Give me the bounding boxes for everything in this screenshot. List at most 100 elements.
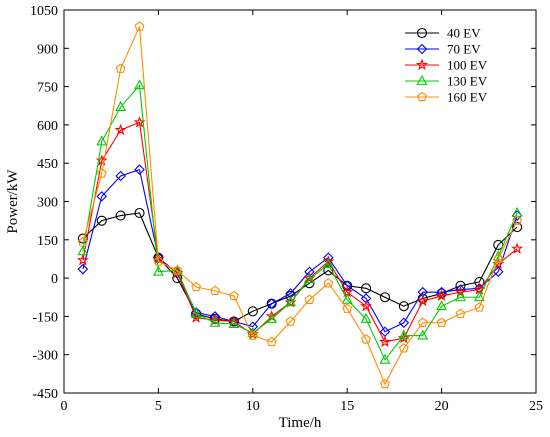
data-point xyxy=(247,306,258,317)
legend-label: 130 EV xyxy=(447,74,488,89)
series-100-ev xyxy=(76,115,524,348)
series-line xyxy=(82,212,518,323)
data-point xyxy=(266,312,278,323)
legend-label: 40 EV xyxy=(447,26,481,41)
data-point xyxy=(134,207,145,219)
data-point xyxy=(341,293,353,304)
y-tick-label: 450 xyxy=(37,157,58,172)
data-point xyxy=(361,334,372,344)
data-point xyxy=(153,252,164,263)
y-tick-label: -150 xyxy=(32,310,58,325)
data-point xyxy=(172,265,183,275)
data-point xyxy=(454,285,467,298)
y-tick-label: 750 xyxy=(37,81,58,96)
data-point xyxy=(474,302,485,312)
data-point xyxy=(455,308,466,319)
data-point xyxy=(492,266,504,277)
data-point xyxy=(77,245,89,256)
data-point xyxy=(398,301,409,312)
data-point xyxy=(77,263,89,275)
data-point xyxy=(379,353,391,364)
legend-item: 160 EV xyxy=(405,90,488,105)
data-point xyxy=(512,221,523,233)
data-point xyxy=(227,315,241,327)
data-point xyxy=(417,317,428,327)
y-tick-label: -300 xyxy=(32,349,58,364)
axis-ticks: 0 5 10 15 20 25 -450 -300 -150 0 150 300 450 600 750 90… xyxy=(30,4,543,414)
x-axis-label: Time/h xyxy=(279,415,322,431)
series-line xyxy=(82,26,518,386)
data-point xyxy=(115,63,126,73)
data-point xyxy=(284,295,297,308)
data-point xyxy=(304,273,315,284)
data-point xyxy=(209,316,221,327)
legend-item: 130 EV xyxy=(405,74,488,89)
y-tick-label: 900 xyxy=(37,42,58,57)
data-point xyxy=(115,170,126,182)
data-point xyxy=(96,168,107,178)
data-point xyxy=(190,307,202,318)
data-point xyxy=(322,257,334,268)
data-point xyxy=(341,280,353,292)
data-point xyxy=(115,100,127,111)
series-130-ev xyxy=(77,79,523,364)
data-point xyxy=(152,265,164,276)
y-tick-label: 150 xyxy=(37,234,58,249)
x-tick-label: 5 xyxy=(155,399,162,414)
legend-marker xyxy=(416,43,428,55)
legend-marker xyxy=(416,27,428,39)
y-tick-label: 0 xyxy=(51,272,58,287)
data-point xyxy=(435,289,448,302)
data-point xyxy=(285,296,296,307)
data-point xyxy=(359,299,373,312)
data-point xyxy=(96,135,108,146)
data-point xyxy=(96,215,107,226)
x-tick-label: 0 xyxy=(61,399,68,414)
data-point xyxy=(115,210,126,221)
data-point xyxy=(511,206,523,217)
data-point xyxy=(134,79,145,90)
data-point xyxy=(361,283,372,294)
legend-marker xyxy=(415,58,429,71)
data-point xyxy=(360,312,372,323)
series-160-ev xyxy=(77,21,523,389)
data-point xyxy=(134,164,145,175)
data-point xyxy=(436,317,447,327)
data-point xyxy=(455,280,466,291)
data-point xyxy=(398,317,410,329)
data-point xyxy=(208,313,222,326)
legend-item: 40 EV xyxy=(405,26,481,41)
legend-marker xyxy=(417,91,427,102)
data-point xyxy=(511,242,524,254)
legend-marker xyxy=(416,74,428,85)
data-point xyxy=(304,294,315,304)
data-point xyxy=(323,278,334,288)
data-point xyxy=(285,316,296,326)
y-tick-label: 1050 xyxy=(30,4,58,19)
plot-area xyxy=(76,21,524,389)
data-point xyxy=(209,311,221,322)
legend-label: 160 EV xyxy=(447,90,488,105)
data-point xyxy=(76,253,89,266)
data-point xyxy=(436,286,447,298)
data-point xyxy=(228,317,240,328)
data-point xyxy=(114,123,127,136)
data-point xyxy=(379,292,391,303)
legend-label: 70 EV xyxy=(447,42,481,57)
legend-label: 100 EV xyxy=(447,58,488,73)
data-point xyxy=(342,303,353,313)
x-tick-label: 10 xyxy=(246,399,260,414)
data-point xyxy=(417,329,429,340)
x-tick-label: 20 xyxy=(435,399,449,414)
x-tick-label: 25 xyxy=(529,399,543,414)
data-point xyxy=(304,266,315,277)
data-point xyxy=(96,191,108,202)
series-line xyxy=(82,168,518,333)
data-point xyxy=(323,265,334,276)
legend-item: 100 EV xyxy=(405,58,488,73)
data-point xyxy=(493,253,504,264)
data-point xyxy=(266,298,277,309)
y-axis-label: Power/kW xyxy=(5,169,21,234)
